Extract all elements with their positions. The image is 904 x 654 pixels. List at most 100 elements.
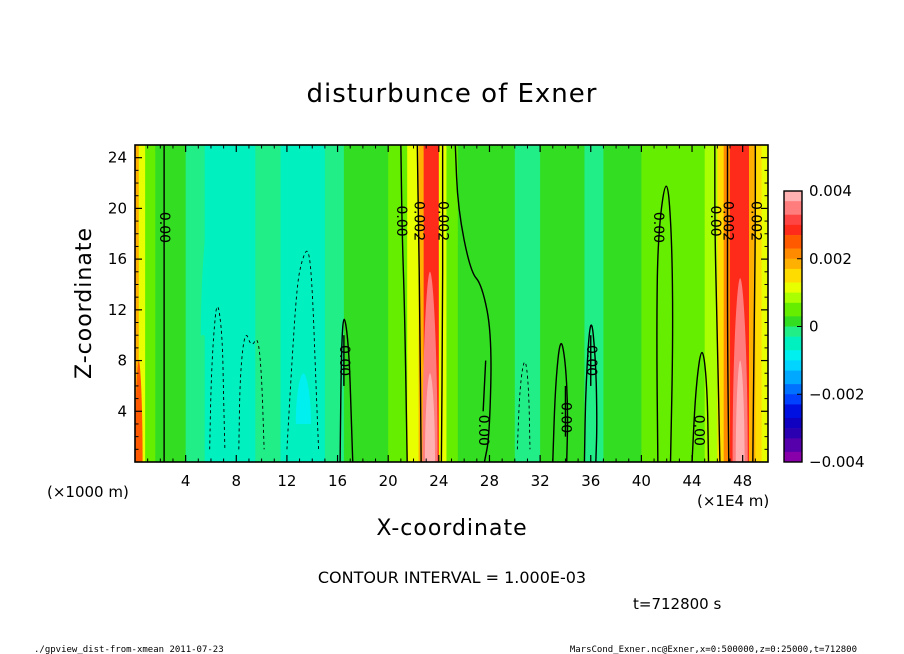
contour-label: 0.002 [719, 201, 735, 241]
x-axis-label: X-coordinate [376, 516, 527, 541]
field-column [749, 145, 756, 462]
colorbar-swatch [784, 384, 802, 395]
contour-line [552, 343, 569, 463]
contour-label: 0.00 [336, 345, 352, 376]
field-column [755, 145, 763, 462]
colorbar-swatch [784, 268, 802, 283]
field-column [324, 145, 345, 462]
colorbar-swatch [784, 258, 802, 270]
contour-label: 0.00 [393, 205, 409, 236]
colorbar-swatch [784, 191, 802, 202]
field-column [761, 145, 769, 462]
field-feature [735, 360, 745, 462]
contour-line [726, 145, 730, 463]
colorbar-swatch [784, 428, 802, 439]
contour-line [482, 360, 487, 412]
field-column [255, 145, 282, 462]
contour-label: 0.00 [156, 212, 172, 243]
y-tick-label: 12 [108, 301, 127, 319]
y-tick-label: 8 [117, 352, 127, 370]
plot-field [135, 145, 769, 462]
field-column [145, 145, 156, 462]
colorbar-swatch [784, 438, 802, 453]
colorbar-swatch [784, 224, 802, 236]
colorbar-tick-label: −0.004 [809, 453, 865, 471]
field-column [685, 145, 706, 462]
field-column [717, 145, 725, 462]
x-tick-label: 16 [328, 472, 347, 490]
colorbar-swatch [784, 292, 802, 304]
y-tick-label: 4 [117, 402, 127, 420]
x-tick-label: 48 [733, 472, 752, 490]
contour-negative [286, 250, 320, 450]
y-tick-label: 24 [108, 149, 127, 167]
time-label: t=712800 s [633, 595, 721, 613]
field-column [540, 145, 585, 462]
contour-line [583, 324, 598, 463]
x-tick-label: 8 [232, 472, 242, 490]
x-tick-label: 24 [429, 472, 448, 490]
field-column [457, 145, 516, 462]
contour-line [339, 318, 354, 463]
colorbar-tick-label: 0 [809, 318, 819, 336]
contour-line [454, 144, 492, 463]
contour-label: 0.00 [475, 415, 491, 446]
contour-label: 0.00 [707, 205, 723, 236]
colorbar-swatch [784, 282, 802, 293]
colorbar-swatch [784, 370, 802, 385]
contour-line [400, 144, 408, 463]
field-column [418, 145, 425, 462]
contour-label: 0.00 [583, 345, 599, 376]
field-feature [424, 373, 436, 462]
field-feature [200, 157, 247, 336]
colorbar-swatch [784, 417, 802, 429]
field-column [446, 145, 459, 462]
footer-left: ./gpview_dist-from-xmean 2011-07-23 [34, 645, 224, 654]
chart-title: disturbunce of Exner [307, 79, 598, 109]
field-column [641, 145, 687, 462]
colorbar-tick-label: −0.002 [809, 385, 865, 403]
colorbar-swatch [784, 326, 802, 337]
field-column [407, 145, 420, 462]
x-tick-label: 4 [181, 472, 191, 490]
contour-negative [238, 335, 265, 450]
colorbar-swatch [784, 214, 802, 226]
y-axis-ticks: 4 8 12 16 20 24 [108, 149, 768, 450]
colorbar-swatch [784, 302, 802, 317]
field-column [138, 145, 146, 462]
contour-line [752, 145, 757, 463]
field-column [584, 145, 604, 462]
footer-right: MarsCond_Exner.nc@Exner,x=0:500000,z=0:2… [570, 645, 857, 654]
x-tick-label: 32 [531, 472, 550, 490]
x-unit-label: (×1000 m) [47, 483, 129, 501]
x-scale-label: (×1E4 m) [697, 492, 769, 510]
colorbar-swatch [784, 451, 802, 463]
contour-label: 0.002 [747, 201, 763, 241]
field-column [135, 145, 140, 462]
colorbar: 0.004 0.002 0 −0.002 −0.004 [783, 182, 865, 471]
field-column [603, 145, 642, 462]
colorbar-swatch [784, 248, 802, 260]
field-column [514, 145, 541, 462]
contour-line [440, 145, 444, 463]
x-tick-label: 12 [277, 472, 296, 490]
field-column [155, 145, 187, 462]
contour-label: 0.00 [650, 212, 666, 243]
colorbar-swatch [784, 404, 802, 419]
colorbar-swatch [784, 360, 802, 371]
x-tick-label: 36 [581, 472, 600, 490]
contour-label: 0.00 [690, 415, 706, 446]
contour-label: 0.002 [435, 201, 451, 241]
contour-negative [516, 361, 531, 450]
field-column [185, 145, 206, 462]
colorbar-swatch [784, 235, 802, 249]
y-tick-label: 20 [108, 199, 127, 217]
contour-lines: 0.000.000.00 0.002 0.0020.000.000.000.000.… [156, 144, 763, 463]
colorbar-swatch [784, 336, 802, 351]
y-tick-label: 16 [108, 250, 127, 268]
colorbar-tick-label: 0.002 [809, 250, 852, 268]
field-feature [288, 157, 319, 450]
contour-interval-note: CONTOUR INTERVAL = 1.000E-03 [318, 568, 586, 587]
colorbar-swatch [784, 394, 802, 405]
